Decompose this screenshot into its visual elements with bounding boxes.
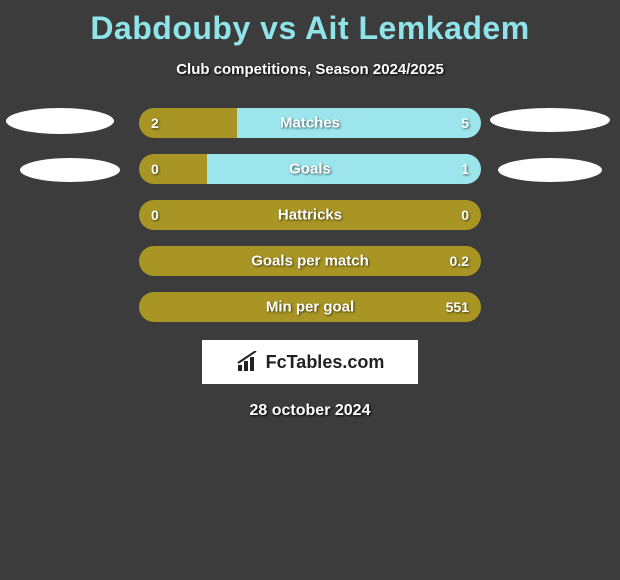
- stat-row: Goals 0 1: [0, 154, 620, 184]
- stat-bar: Goals per match 0.2: [139, 246, 481, 276]
- stat-value-left: 0: [151, 207, 159, 223]
- stat-bar: Hattricks 0 0: [139, 200, 481, 230]
- stat-bar: Goals 0 1: [139, 154, 481, 184]
- stat-bar-left: [139, 154, 207, 184]
- stat-value-right: 551: [446, 299, 469, 315]
- stat-label: Goals per match: [251, 253, 369, 270]
- stat-value-right: 0: [461, 207, 469, 223]
- stat-label: Min per goal: [266, 299, 354, 316]
- stat-label: Matches: [280, 115, 340, 132]
- chart-icon: [236, 351, 260, 373]
- stat-bar-right: [207, 154, 481, 184]
- stat-row: Matches 2 5: [0, 108, 620, 138]
- stat-value-right: 5: [461, 115, 469, 131]
- stat-label: Goals: [289, 161, 331, 178]
- stats-area: Matches 2 5 Goals 0 1 Hattricks 0 0 Goals per mat…: [0, 108, 620, 322]
- subtitle: Club competitions, Season 2024/2025: [0, 61, 620, 78]
- stat-row: Min per goal 551: [0, 292, 620, 322]
- stat-row: Goals per match 0.2: [0, 246, 620, 276]
- stat-value-left: 2: [151, 115, 159, 131]
- stat-value-right: 1: [461, 161, 469, 177]
- stat-bar-right: [237, 108, 481, 138]
- stat-row: Hattricks 0 0: [0, 200, 620, 230]
- logo-box[interactable]: FcTables.com: [202, 340, 418, 384]
- stat-bar: Min per goal 551: [139, 292, 481, 322]
- stat-value-right: 0.2: [450, 253, 469, 269]
- page-title: Dabdouby vs Ait Lemkadem: [0, 0, 620, 47]
- logo-text: FcTables.com: [266, 352, 385, 373]
- stat-label: Hattricks: [278, 207, 342, 224]
- stat-bar: Matches 2 5: [139, 108, 481, 138]
- stat-value-left: 0: [151, 161, 159, 177]
- date-text: 28 october 2024: [0, 402, 620, 420]
